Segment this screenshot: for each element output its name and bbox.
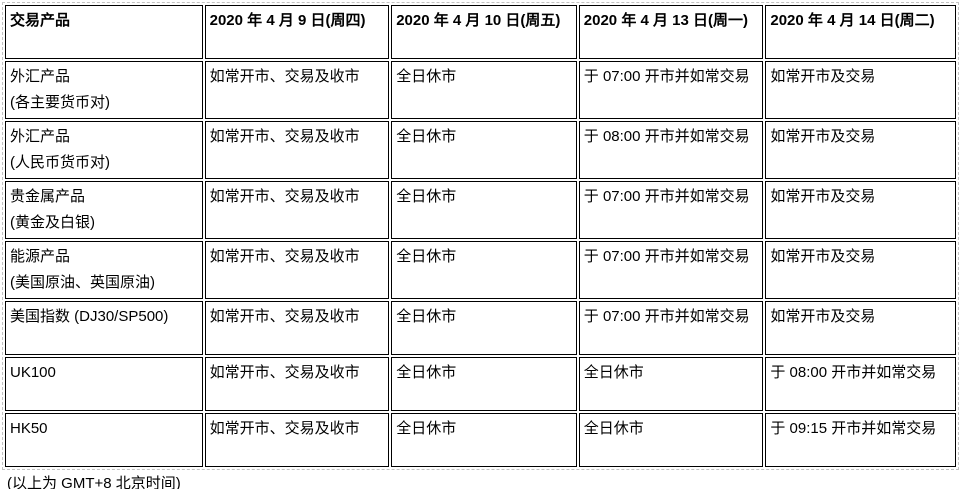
timezone-footnote: (以上为 GMT+8 北京时间): [7, 475, 181, 489]
cell-status: 全日休市: [391, 301, 577, 355]
cell-status: 如常开市及交易: [765, 121, 956, 179]
cell-status: 于 07:00 开市并如常交易: [578, 301, 764, 355]
cell-status: 全日休市: [578, 413, 764, 467]
cell-product: 外汇产品 (各主要货币对): [5, 61, 203, 119]
cell-status: 于 08:00 开市并如常交易: [765, 357, 956, 411]
header-cell-date-apr14: 2020 年 4 月 14 日(周二): [765, 5, 956, 59]
cell-status: 全日休市: [391, 413, 577, 467]
cell-status: 于 07:00 开市并如常交易: [578, 241, 764, 299]
cell-status: 全日休市: [391, 121, 577, 179]
header-row: 交易产品 2020 年 4 月 9 日(周四) 2020 年 4 月 10 日(…: [5, 5, 956, 59]
cell-status: 全日休市: [391, 241, 577, 299]
cell-status: 如常开市及交易: [765, 181, 956, 239]
cell-status: 于 07:00 开市并如常交易: [578, 181, 764, 239]
table-row-us-indices: 美国指数 (DJ30/SP500) 如常开市、交易及收市 全日休市 于 07:0…: [5, 301, 956, 355]
table-row-precious-metals: 贵金属产品 (黄金及白银) 如常开市、交易及收市 全日休市 于 07:00 开市…: [5, 181, 956, 239]
header-cell-date-apr9: 2020 年 4 月 9 日(周四): [204, 5, 390, 59]
header-cell-product: 交易产品: [5, 5, 203, 59]
cell-status: 如常开市、交易及收市: [204, 181, 390, 239]
cell-status: 如常开市、交易及收市: [204, 357, 390, 411]
cell-product: 美国指数 (DJ30/SP500): [5, 301, 203, 355]
table-row-hk50: HK50 如常开市、交易及收市 全日休市 全日休市 于 09:15 开市并如常交…: [5, 413, 956, 467]
cell-status: 于 09:15 开市并如常交易: [765, 413, 956, 467]
cell-product: 贵金属产品 (黄金及白银): [5, 181, 203, 239]
cell-status: 全日休市: [391, 357, 577, 411]
cell-product: 外汇产品 (人民币货币对): [5, 121, 203, 179]
cell-status: 如常开市、交易及收市: [204, 61, 390, 119]
cell-status: 如常开市及交易: [765, 241, 956, 299]
cell-status: 如常开市、交易及收市: [204, 121, 390, 179]
cell-status: 如常开市及交易: [765, 61, 956, 119]
cell-status: 如常开市及交易: [765, 301, 956, 355]
cell-product: UK100: [5, 357, 203, 411]
table-row-forex-major: 外汇产品 (各主要货币对) 如常开市、交易及收市 全日休市 于 07:00 开市…: [5, 61, 956, 119]
cell-status: 如常开市、交易及收市: [204, 413, 390, 467]
cell-status: 全日休市: [391, 61, 577, 119]
table-row-uk100: UK100 如常开市、交易及收市 全日休市 全日休市 于 08:00 开市并如常…: [5, 357, 956, 411]
cell-status: 于 07:00 开市并如常交易: [578, 61, 764, 119]
cell-status: 如常开市、交易及收市: [204, 241, 390, 299]
table-row-forex-rmb: 外汇产品 (人民币货币对) 如常开市、交易及收市 全日休市 于 08:00 开市…: [5, 121, 956, 179]
header-cell-date-apr13: 2020 年 4 月 13 日(周一): [578, 5, 764, 59]
cell-product: HK50: [5, 413, 203, 467]
cell-status: 如常开市、交易及收市: [204, 301, 390, 355]
cell-status: 全日休市: [578, 357, 764, 411]
table-row-energy: 能源产品 (美国原油、英国原油) 如常开市、交易及收市 全日休市 于 07:00…: [5, 241, 956, 299]
trading-schedule-table: 交易产品 2020 年 4 月 9 日(周四) 2020 年 4 月 10 日(…: [2, 2, 959, 470]
header-cell-date-apr10: 2020 年 4 月 10 日(周五): [391, 5, 577, 59]
cell-status: 于 08:00 开市并如常交易: [578, 121, 764, 179]
cell-status: 全日休市: [391, 181, 577, 239]
cell-product: 能源产品 (美国原油、英国原油): [5, 241, 203, 299]
